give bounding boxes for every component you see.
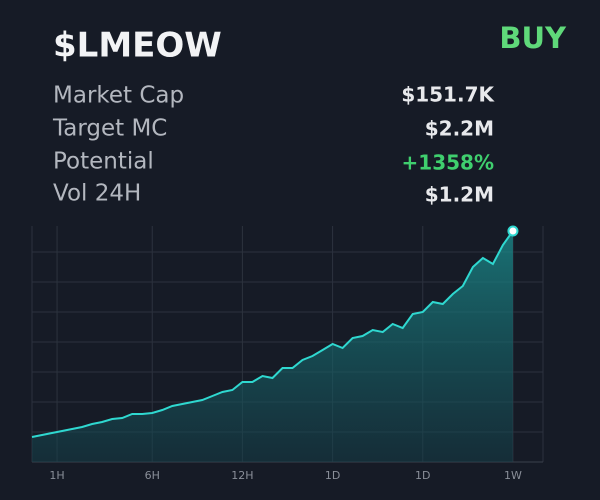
stat-value: $1.2M	[425, 183, 494, 207]
token-title: $LMEOW	[53, 26, 222, 66]
price-chart: 1H 6H 12H 1D 1D 1W	[31, 225, 544, 482]
stat-label: Target MC	[52, 116, 167, 142]
area-fill	[32, 231, 513, 462]
buy-button[interactable]: BUY	[499, 21, 567, 55]
x-tick-label: 12H	[231, 469, 253, 482]
x-tick-label: 1W	[504, 469, 522, 482]
end-point	[507, 225, 519, 237]
stat-value: $151.7K	[401, 83, 495, 107]
price-line	[31, 230, 514, 438]
x-tick-label: 1H	[49, 469, 64, 482]
stat-value: $2.2M	[425, 117, 494, 141]
x-tick-label: 1D	[325, 469, 340, 482]
stat-label: Market Cap	[53, 83, 184, 109]
x-tick-label: 1D	[415, 469, 430, 482]
stat-label: Potential	[53, 149, 154, 175]
x-tick-label: 6H	[145, 469, 160, 482]
stat-label: Vol 24H	[53, 181, 141, 207]
stat-value: +1358%	[402, 151, 494, 175]
